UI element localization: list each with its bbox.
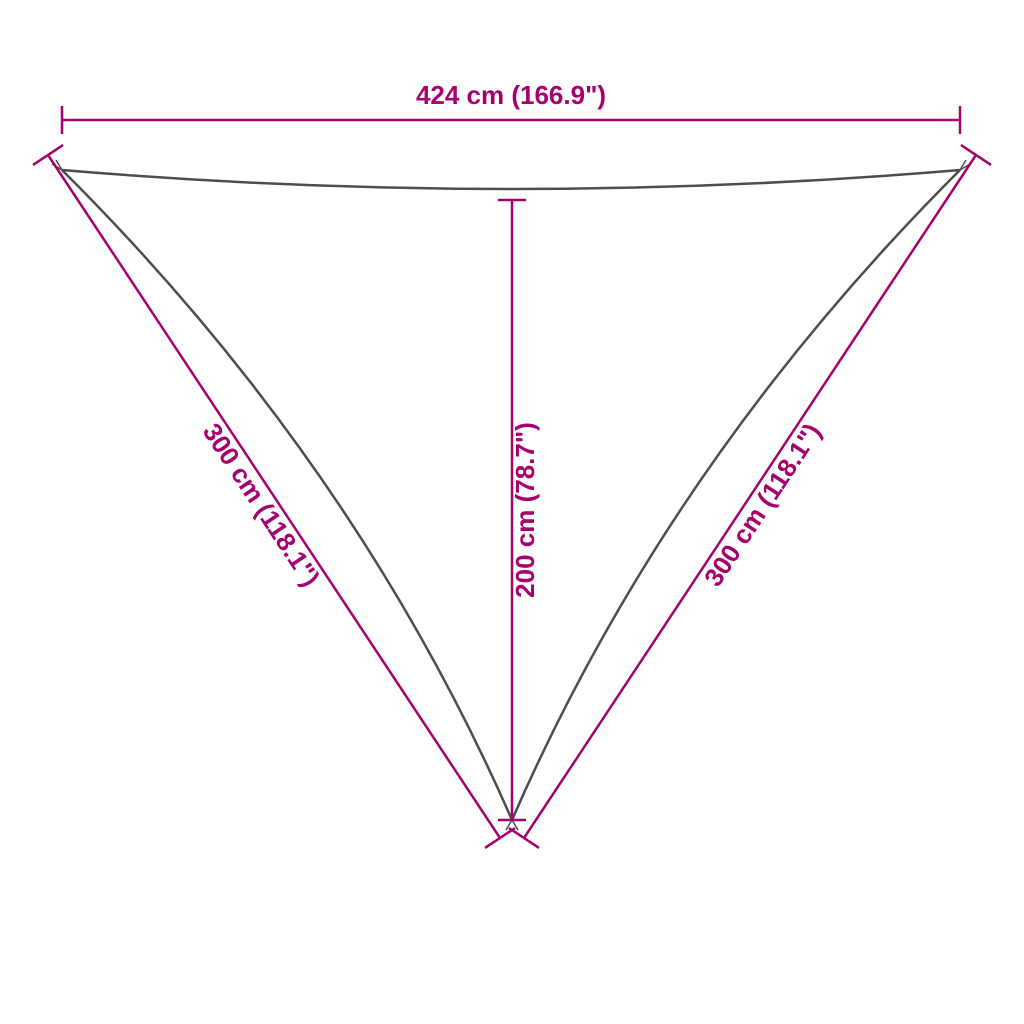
dimension-label-height: 200 cm (78.7"): [510, 422, 540, 598]
dimension-label-top: 424 cm (166.9"): [416, 80, 606, 110]
dimension-label-right: 300 cm (118.1"): [698, 418, 827, 592]
sail-edge-top: [62, 170, 960, 189]
dimension-endcap: [509, 828, 539, 848]
sail-edge-left: [62, 170, 512, 820]
dimension-endcap: [485, 828, 515, 848]
dimension-endcap: [33, 145, 63, 165]
sail-edge-right: [512, 170, 960, 820]
dimension-label-left: 300 cm (118.1"): [197, 418, 326, 592]
